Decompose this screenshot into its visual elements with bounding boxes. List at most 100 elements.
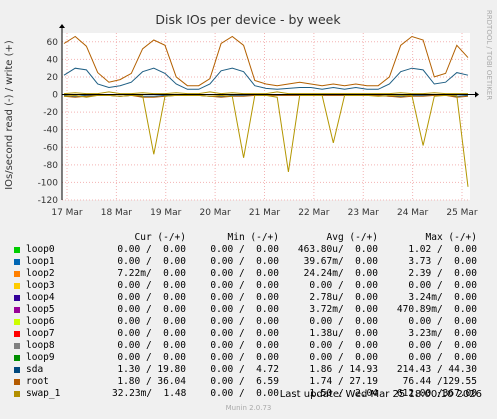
legend-series-name: loop1: [26, 256, 55, 267]
legend-series-name: loop5: [26, 304, 55, 315]
axes: [59, 24, 479, 200]
x-tick-label: 19 Mar: [150, 208, 182, 218]
legend-min-value: 0.00 / 0.00: [210, 244, 279, 255]
legend-cur-value: 32.23m/ 1.48: [112, 388, 187, 399]
legend-series-name: sda: [26, 364, 44, 375]
legend-swatch: [14, 271, 20, 277]
legend-swatch: [14, 391, 20, 397]
plot-area: [62, 33, 470, 200]
legend-avg-value: 0.00 / 0.00: [309, 352, 378, 363]
legend-avg-value: 1.86 / 14.93: [309, 364, 378, 375]
legend-max-value: 0.00 / 0.00: [408, 280, 477, 291]
series-swap_1-read: [63, 94, 469, 187]
legend-swatch: [14, 307, 20, 313]
y-tick-label: 40: [47, 55, 59, 65]
legend-swatch: [14, 379, 20, 385]
legend-swatch: [14, 355, 20, 361]
legend-row: loop1 0.00 / 0.00 0.00 / 0.00 39.67m/ 0.00 3…: [0, 256, 497, 268]
legend-series-name: root: [26, 376, 49, 387]
legend-cur-value: 0.00 / 0.00: [117, 280, 186, 291]
rrdtool-credit: RRDTOOL / TOBI OETIKER: [485, 10, 493, 100]
legend-row: loop4 0.00 / 0.00 0.00 / 0.00 2.78u/ 0.00 3.…: [0, 292, 497, 304]
legend-series-name: swap_1: [26, 388, 61, 399]
y-tick-label: 60: [47, 38, 59, 48]
legend-swatch: [14, 283, 20, 289]
legend-cur-value: 0.00 / 0.00: [117, 292, 186, 303]
legend-min-value: 0.00 / 0.00: [210, 328, 279, 339]
header-avg: Avg (-/+): [326, 232, 378, 243]
series-swap_1-write: [63, 91, 468, 95]
legend-max-value: 2.39 / 0.00: [408, 268, 477, 279]
legend-min-value: 0.00 / 0.00: [210, 340, 279, 351]
legend-row: loop9 0.00 / 0.00 0.00 / 0.00 0.00 / 0.00 0.…: [0, 352, 497, 364]
legend-series-name: loop9: [26, 352, 55, 363]
legend-avg-value: 1.50 / 2.04: [309, 388, 378, 399]
legend-row: loop7 0.00 / 0.00 0.00 / 0.00 1.38u/ 0.00 3.…: [0, 328, 497, 340]
legend-min-value: 0.00 / 0.00: [210, 316, 279, 327]
legend-cur-value: 1.30 / 19.80: [117, 364, 186, 375]
legend-max-value: 0.00 / 0.00: [408, 340, 477, 351]
legend-swatch: [14, 331, 20, 337]
grid-lines: [62, 33, 470, 201]
legend-avg-value: 3.72m/ 0.00: [309, 304, 378, 315]
legend-row: loop8 0.00 / 0.00 0.00 / 0.00 0.00 / 0.00 0.…: [0, 340, 497, 352]
header-min: Min (-/+): [227, 232, 279, 243]
header-max: Max (-/+): [425, 232, 477, 243]
legend-cur-value: 0.00 / 0.00: [117, 340, 186, 351]
legend-avg-value: 1.38u/ 0.00: [309, 328, 378, 339]
x-tick-label: 25 Mar: [446, 208, 478, 218]
legend-avg-value: 2.78u/ 0.00: [309, 292, 378, 303]
legend-swatch: [14, 367, 20, 373]
series-root-write: [63, 35, 469, 87]
header-cur: Cur (-/+): [134, 232, 186, 243]
legend-row: sda 1.30 / 19.80 0.00 / 4.72 1.86 / 14.93 21…: [0, 364, 497, 376]
legend-series-name: loop2: [26, 268, 55, 279]
legend-series-name: loop6: [26, 316, 55, 327]
legend-row: loop2 7.22m/ 0.00 0.00 / 0.00 24.24m/ 0.00 2…: [0, 268, 497, 280]
legend-min-value: 0.00 / 0.00: [210, 352, 279, 363]
legend-max-value: 470.89m/ 0.00: [396, 304, 477, 315]
y-tick-label: -80: [43, 161, 58, 171]
x-tick-label: 21 Mar: [249, 208, 281, 218]
legend-max-value: 0.00 / 0.00: [408, 352, 477, 363]
legend-cur-value: 0.00 / 0.00: [117, 328, 186, 339]
legend-cur-value: 0.00 / 0.00: [117, 304, 186, 315]
legend-row: loop6 0.00 / 0.00 0.00 / 0.00 0.00 / 0.00 0.…: [0, 316, 497, 328]
legend-swatch: [14, 247, 20, 253]
legend-cur-value: 7.22m/ 0.00: [117, 268, 186, 279]
legend-cur-value: 1.80 / 36.04: [117, 376, 186, 387]
legend-min-value: 0.00 / 4.72: [210, 364, 279, 375]
x-tick-label: 24 Mar: [397, 208, 429, 218]
legend-row: swap_1 32.23m/ 1.48 0.00 / 0.00 1.50 / 2.04…: [0, 388, 497, 400]
legend-avg-value: 463.80u/ 0.00: [297, 244, 378, 255]
x-tick-label: 18 Mar: [101, 208, 133, 218]
legend-avg-value: 39.67m/ 0.00: [303, 256, 378, 267]
y-tick-label: -120: [38, 196, 59, 206]
legend-header: Cur (-/+) Min (-/+) Avg (-/+) Max (-/+): [0, 232, 497, 244]
x-tick-label: 20 Mar: [199, 208, 231, 218]
legend-avg-value: 24.24m/ 0.00: [303, 268, 378, 279]
legend-cur-value: 0.00 / 0.00: [117, 244, 186, 255]
legend-series-name: loop8: [26, 340, 55, 351]
legend-min-value: 0.00 / 6.59: [210, 376, 279, 387]
legend-swatch: [14, 259, 20, 265]
legend-row: loop5 0.00 / 0.00 0.00 / 0.00 3.72m/ 0.00 47…: [0, 304, 497, 316]
legend-max-value: 3.73 / 0.00: [408, 256, 477, 267]
legend-avg-value: 0.00 / 0.00: [309, 340, 378, 351]
y-tick-label: -60: [43, 143, 58, 153]
y-tick-label: -20: [43, 108, 58, 118]
version-text: Munin 2.0.73: [225, 404, 272, 412]
legend-row: loop3 0.00 / 0.00 0.00 / 0.00 0.00 / 0.00 0.…: [0, 280, 497, 292]
legend-max-value: 3.23m/ 0.00: [408, 328, 477, 339]
legend-cur-value: 0.00 / 0.00: [117, 352, 186, 363]
legend-series-name: loop3: [26, 280, 55, 291]
y-axis-label: IOs/second read (-) / write (+): [4, 40, 15, 190]
x-axis-arrow: [475, 91, 479, 98]
legend-swatch: [14, 319, 20, 325]
y-axis-arrow: [59, 24, 65, 28]
legend-max-value: 1.02 / 0.00: [408, 244, 477, 255]
legend-series-name: loop0: [26, 244, 55, 255]
x-tick-label: 22 Mar: [298, 208, 330, 218]
legend-row: root 1.80 / 36.04 0.00 / 6.59 1.74 / 27.19 7…: [0, 376, 497, 388]
legend-row: loop0 0.00 / 0.00 0.00 / 0.00 463.80u/ 0.00…: [0, 244, 497, 256]
